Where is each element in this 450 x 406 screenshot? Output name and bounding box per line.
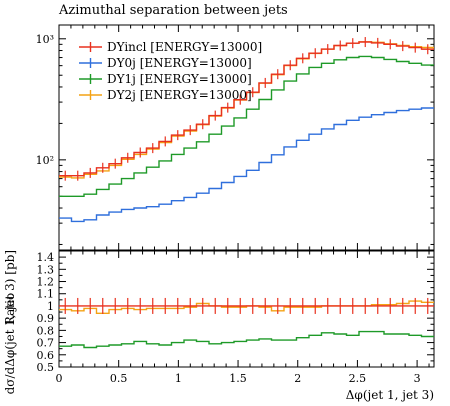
series-line — [59, 300, 434, 314]
y-tick-label: 1.2 — [37, 276, 55, 289]
legend-entry-label: DY0j [ENERGY=13000] — [107, 56, 252, 70]
x-tick-label: 2.5 — [349, 372, 367, 385]
x-tick-label: 1.5 — [229, 372, 247, 385]
x-tick-label: 0 — [56, 372, 63, 385]
legend-entry-label: DY1j [ENERGY=13000] — [107, 72, 252, 86]
ratio-y-axis-label: Ratio — [3, 293, 17, 325]
series-DYincl — [59, 37, 434, 181]
x-axis-label: Δφ(jet 1, jet 3) — [346, 388, 434, 402]
main-plot-series — [59, 37, 434, 223]
series-DY1j — [59, 55, 434, 197]
y-tick-label: 10² — [36, 154, 54, 167]
series-DY0j — [59, 107, 434, 223]
main-axis-ticks: 10² 10³ — [36, 25, 434, 250]
chart-title: Azimuthal separation between jets — [58, 3, 288, 18]
series-line — [59, 41, 434, 177]
y-tick-label: 0.9 — [37, 312, 55, 325]
legend-entry-label: DY2j [ENERGY=13000] — [107, 88, 252, 102]
y-tick-label: 1.4 — [37, 251, 55, 264]
x-tick-label: 3 — [414, 372, 421, 385]
ratio-plot-series — [59, 297, 434, 349]
x-tick-label: 1 — [175, 372, 182, 385]
series-line — [59, 330, 434, 349]
y-tick-label: 1.1 — [37, 288, 55, 301]
legend: DYincl [ENERGY=13000] DY0j [ENERGY=13000]… — [79, 40, 262, 102]
y-tick-label: 0.7 — [37, 337, 55, 350]
series-DYincl — [59, 297, 434, 314]
y-tick-label: 10³ — [36, 33, 54, 46]
y-tick-label: 1 — [47, 300, 54, 313]
y-tick-label: 0.5 — [37, 361, 55, 374]
main-y-axis-label: dσ/dΔφ(jet 1, jet 3) [pb] — [3, 250, 17, 394]
series-line — [59, 107, 434, 223]
y-tick-label: 1.3 — [37, 263, 55, 276]
y-tick-label: 0.6 — [37, 349, 55, 362]
x-tick-label: 2 — [294, 372, 301, 385]
x-tick-label: 0.5 — [110, 372, 128, 385]
series-DY2j — [59, 300, 434, 314]
y-tick-label: 0.8 — [37, 324, 55, 337]
ratio-axis-ticks: 0 0.5 1 1.5 2 2.5 30.50.60.70.80.911.11.21.31.… — [37, 251, 434, 385]
legend-entry-label: DYincl [ENERGY=13000] — [107, 40, 262, 54]
series-line — [59, 55, 434, 197]
series-DY1j — [59, 330, 434, 349]
main-plot-frame — [58, 24, 435, 251]
